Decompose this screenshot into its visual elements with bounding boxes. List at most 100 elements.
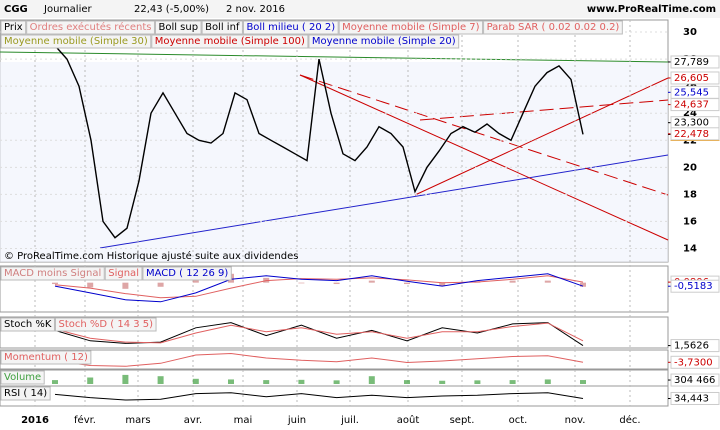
y-tick-label: 14 [683, 243, 697, 254]
legend-box [0, 34, 152, 49]
bar [87, 282, 94, 288]
legend-label: MACD ( 12 26 9) [146, 268, 228, 279]
legend-label: Stoch %D ( 14 3 5) [58, 319, 153, 330]
legend-box [0, 317, 55, 332]
price-tag: 25,545 [674, 87, 709, 98]
bar [509, 280, 516, 283]
price-tag: 34,443 [674, 393, 709, 404]
site: www.ProRealTime.com [587, 4, 716, 15]
y-tick-label: 30 [683, 27, 697, 38]
period: Journalier [43, 4, 93, 15]
bar [580, 380, 586, 384]
legend-label: Boll milieu ( 20 2) [246, 22, 335, 33]
bar [263, 380, 270, 384]
legend-label: Prix [4, 22, 23, 33]
x-tick-label: sept. [450, 415, 475, 426]
x-tick-label: juil. [340, 415, 359, 426]
legend-box [0, 266, 105, 281]
bar [439, 282, 446, 287]
price-tag-box [670, 355, 720, 369]
x-tick-label: août [397, 414, 420, 426]
legend-box [0, 386, 51, 401]
price-tag-box [670, 339, 720, 353]
price-tag: 26,605 [674, 73, 709, 84]
price-tag-box [670, 373, 720, 387]
legend-label: Stoch %K [4, 319, 52, 330]
legend-box [0, 350, 92, 365]
price-tag: 24,637 [674, 100, 709, 111]
date: 2 nov. 2016 [226, 4, 285, 15]
legend-label: Ordres exécutés récents [30, 21, 152, 33]
x-tick-label: nov. [565, 415, 586, 426]
legend-label: MACD moins Signal [4, 268, 101, 279]
legend-box [151, 34, 309, 49]
series-line [54, 322, 584, 344]
x-tick-label: oct. [509, 415, 528, 426]
series-line [54, 392, 584, 401]
x-tick-label: mai [234, 415, 253, 426]
series-line [54, 352, 584, 367]
x-tick-label: juin [287, 415, 306, 426]
bar [544, 379, 551, 384]
legend-label: Moyenne mobile (Simple 20) [312, 36, 456, 47]
trend-line [299, 74, 669, 196]
price-tag-box [670, 98, 720, 112]
bar [333, 380, 340, 384]
legend-label: Moyenne mobile (Simple 30) [4, 36, 148, 47]
bar [298, 282, 305, 284]
legend-box [54, 317, 157, 332]
price-tag-box [670, 391, 720, 405]
legend-box [0, 20, 27, 35]
bar [122, 374, 129, 384]
legend-box [26, 20, 155, 35]
y-tick-label: 18 [683, 189, 697, 200]
price-tag: -0,5183 [674, 281, 713, 292]
x-tick-label: déc. [619, 414, 640, 426]
price-tag-box [670, 127, 720, 141]
legend-label: Boll inf [205, 22, 240, 33]
legend-box [154, 20, 202, 35]
y-tick-label: 20 [683, 162, 697, 173]
price-tag: 304 466 [674, 375, 715, 386]
bar [192, 378, 199, 384]
bar [404, 380, 410, 384]
price-tag: 27,789 [674, 57, 709, 68]
x-tick-label: févr. [74, 414, 96, 426]
last-price: 22,43 (-5,00%) [134, 4, 209, 15]
legend-box [242, 20, 339, 35]
legend-box [201, 20, 243, 35]
bar [333, 282, 340, 285]
legend-label: Volume [4, 372, 41, 383]
series-line [54, 273, 584, 303]
bar [368, 280, 375, 283]
price-tag: -3,7300 [674, 357, 713, 368]
bar [509, 380, 516, 384]
legend-box [0, 370, 45, 385]
legend-label: Boll sup [158, 22, 198, 33]
y-tick-label: 16 [683, 216, 697, 227]
bar [298, 379, 305, 384]
bar [157, 376, 164, 384]
y-tick-label: 24 [683, 108, 697, 119]
bar [544, 280, 551, 283]
header-bar [0, 0, 720, 18]
legend-label: Momentum ( 12) [4, 352, 88, 363]
trend-line [414, 77, 669, 196]
channel-shade [0, 62, 668, 262]
x-tick-label: 2016 [21, 415, 49, 426]
bar [368, 376, 375, 384]
series-line [54, 275, 584, 299]
trend-line [99, 154, 669, 249]
price-tag-box [670, 55, 720, 69]
bar [228, 379, 234, 384]
legend-label: Moyenne mobile (Simple 7) [342, 22, 480, 33]
trend-line [0, 51, 669, 63]
bar [192, 279, 199, 283]
legend-label: Signal [108, 268, 139, 279]
bar [122, 282, 129, 289]
x-tick-label: mars [125, 415, 150, 426]
note: © ProRealTime.com Historique ajusté suit… [4, 250, 298, 262]
price-tag-box [670, 279, 720, 293]
symbol: CGG [4, 4, 28, 15]
